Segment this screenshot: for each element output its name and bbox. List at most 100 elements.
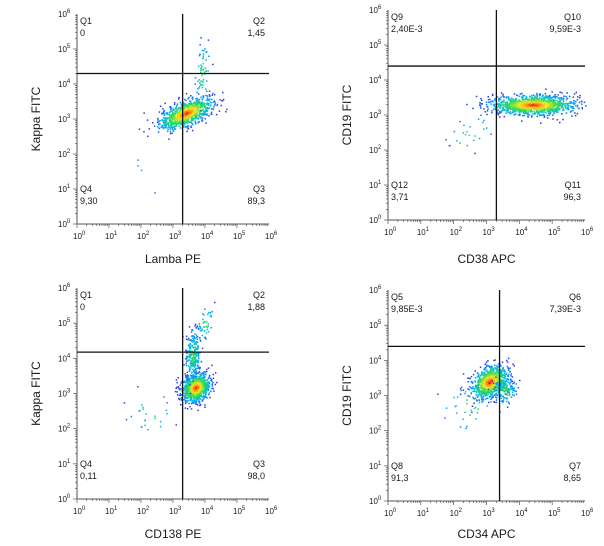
event-point — [561, 92, 563, 94]
event-point — [201, 330, 203, 332]
event-point — [194, 379, 196, 382]
event-point — [205, 389, 208, 392]
event-point — [578, 107, 580, 110]
event-point — [511, 106, 513, 108]
event-point — [200, 393, 202, 395]
event-point — [480, 393, 483, 395]
event-point — [173, 126, 175, 129]
event-point — [499, 395, 502, 397]
event-point — [499, 369, 502, 371]
event-point — [538, 97, 541, 99]
event-point — [482, 380, 485, 382]
event-point — [185, 374, 187, 377]
event-point — [492, 104, 495, 106]
event-point — [499, 383, 501, 385]
event-point — [503, 376, 506, 379]
event-point — [203, 371, 205, 373]
event-point — [192, 378, 194, 381]
event-point — [202, 69, 204, 71]
event-point — [506, 105, 509, 108]
event-point — [190, 119, 193, 122]
event-point — [210, 315, 213, 318]
event-point — [475, 391, 478, 393]
event-point — [486, 390, 488, 393]
event-point — [208, 311, 210, 314]
event-point — [481, 400, 484, 402]
event-point — [201, 84, 204, 86]
event-point — [204, 382, 206, 384]
event-point — [502, 367, 504, 370]
event-point — [492, 383, 495, 385]
event-point — [201, 372, 203, 375]
event-point — [553, 111, 555, 114]
event-point — [198, 101, 201, 103]
event-point — [508, 105, 510, 108]
event-point — [500, 375, 502, 377]
event-point — [576, 106, 579, 108]
event-point — [498, 100, 500, 102]
event-point — [475, 386, 477, 388]
event-point — [200, 96, 202, 99]
event-point — [568, 108, 570, 111]
event-point — [147, 135, 149, 138]
event-point — [201, 389, 204, 392]
x-tick-label: 101 — [417, 227, 430, 237]
event-point — [199, 383, 201, 386]
event-point — [187, 125, 190, 127]
event-point — [196, 367, 198, 370]
event-point — [506, 102, 508, 105]
event-point — [194, 121, 197, 124]
event-point — [190, 398, 193, 401]
event-point — [493, 105, 496, 107]
event-point — [466, 131, 468, 133]
event-point — [200, 398, 202, 400]
event-point — [203, 336, 206, 339]
event-point — [500, 397, 502, 400]
event-point — [501, 386, 503, 388]
event-point — [190, 126, 192, 128]
event-point — [181, 104, 183, 107]
event-point — [206, 385, 209, 388]
event-point — [517, 105, 519, 107]
event-point — [190, 391, 193, 394]
event-point — [495, 384, 498, 387]
event-point — [195, 376, 198, 379]
event-point — [173, 122, 176, 124]
event-point — [497, 391, 499, 394]
quadrant-name: Q3 — [253, 459, 265, 469]
event-point — [184, 402, 187, 405]
event-point — [489, 387, 491, 389]
event-point — [547, 96, 550, 99]
event-point — [170, 126, 173, 128]
event-point — [506, 106, 508, 109]
event-point — [197, 65, 200, 68]
event-point — [562, 98, 565, 101]
event-point — [484, 389, 486, 392]
event-point — [495, 383, 498, 386]
event-point — [491, 365, 493, 368]
y-tick-label: 102 — [369, 145, 382, 155]
event-point — [550, 97, 553, 99]
event-point — [183, 120, 186, 122]
event-point — [501, 104, 503, 106]
event-point — [201, 334, 204, 337]
event-point — [187, 119, 189, 122]
event-point — [496, 380, 499, 382]
event-point — [504, 384, 506, 386]
event-point — [472, 396, 474, 399]
event-point — [494, 376, 496, 379]
event-point — [509, 112, 512, 115]
event-point — [192, 358, 195, 360]
event-point — [198, 375, 200, 378]
event-point — [478, 384, 481, 386]
event-point — [504, 388, 507, 390]
event-point — [177, 397, 180, 400]
event-point — [192, 371, 195, 373]
event-point — [484, 111, 487, 113]
x-tick-label: 102 — [450, 227, 463, 237]
event-point — [195, 367, 197, 370]
event-point — [484, 368, 486, 371]
event-point — [496, 375, 499, 377]
event-point — [206, 379, 209, 382]
event-point — [490, 370, 492, 373]
